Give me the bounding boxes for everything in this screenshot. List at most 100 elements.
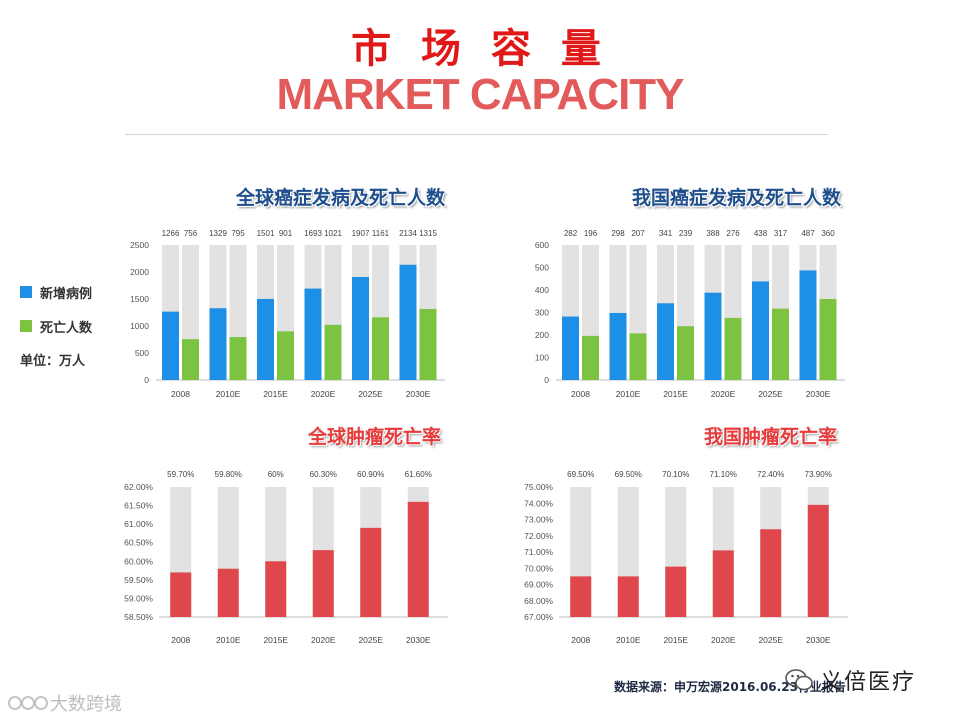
data-label: 61.60% [405, 470, 432, 479]
legend-swatch-green [20, 320, 32, 332]
data-label: 1161 [372, 229, 390, 238]
x-tick-label: 2030E [806, 389, 831, 399]
bar-new-cases [799, 270, 817, 380]
x-tick-label: 2010E [216, 635, 241, 645]
legend-swatch-blue [20, 286, 32, 298]
bar-deaths [772, 308, 789, 380]
bar-deaths [582, 335, 599, 380]
bar-deaths [229, 337, 247, 380]
x-tick-label: 2025E [758, 635, 783, 645]
data-label: 438 [754, 229, 768, 238]
y-tick-label: 2000 [130, 267, 149, 277]
bar-mortality-rate [760, 529, 782, 617]
x-tick-label: 2020E [311, 635, 336, 645]
bar-deaths [324, 324, 342, 380]
bar-deaths [724, 317, 742, 380]
y-tick-label: 59.00% [124, 593, 153, 603]
y-tick-label: 500 [535, 263, 549, 273]
y-tick-label: 73.00% [524, 515, 553, 525]
legend-item-deaths: 死亡人数 [20, 316, 130, 336]
data-label: 196 [584, 229, 598, 238]
data-label: 207 [631, 229, 645, 238]
y-tick-label: 500 [135, 348, 149, 358]
chart-china-mortality: 75.00% 74.00% 73.00% 72.00% 71.00% 70.00% 69.0… [524, 470, 848, 645]
bar-new-cases [257, 298, 274, 380]
data-label: 756 [184, 229, 198, 238]
data-label: 60% [268, 470, 284, 479]
y-tick-label: 0 [144, 375, 149, 385]
title-divider [125, 134, 828, 135]
data-label: 1501 [257, 229, 275, 238]
x-tick-label: 2008 [171, 635, 190, 645]
bar-mortality-rate [265, 561, 287, 617]
data-label: 298 [611, 229, 625, 238]
bar-mortality-rate [617, 576, 639, 617]
bar-mortality-rate [312, 550, 334, 617]
bar-deaths [277, 331, 294, 380]
x-tick-label: 2010E [616, 635, 641, 645]
chart-global-cases: 2500 2000 1500 1000 500 0 1266 756 2008 1329 795 20… [130, 229, 445, 399]
page-title-en: MARKET CAPACITY [276, 70, 684, 119]
bar-mortality-rate [807, 504, 829, 617]
y-tick-label: 200 [535, 330, 549, 340]
data-label: 60.30% [310, 470, 337, 479]
bar-new-cases [352, 277, 369, 380]
bar-new-cases [752, 281, 769, 380]
bar-new-cases [609, 312, 627, 380]
data-label: 1329 [209, 229, 227, 238]
x-tick-label: 2030E [806, 635, 831, 645]
data-label: 69.50% [567, 470, 594, 479]
chart-global-mortality: 62.00% 61.50% 61.00% 60.50% 60.00% 59.50% 59.0… [124, 470, 448, 645]
y-tick-label: 58.50% [124, 612, 153, 622]
data-label: 239 [679, 229, 693, 238]
bar-mortality-rate [712, 550, 734, 617]
data-label: 388 [706, 229, 720, 238]
y-tick-label: 70.00% [524, 563, 553, 573]
data-label: 71.10% [710, 470, 737, 479]
x-tick-label: 2025E [758, 389, 783, 399]
data-label: 487 [801, 229, 815, 238]
data-label: 341 [659, 229, 673, 238]
chart-title-china-cases: 我国癌症发病及死亡人数 [632, 187, 842, 209]
y-tick-label: 62.00% [124, 482, 153, 492]
x-tick-label: 2020E [711, 389, 736, 399]
data-label: 360 [821, 229, 835, 238]
y-tick-label: 74.00% [524, 498, 553, 508]
bar-new-cases [304, 288, 322, 380]
bar-mortality-rate [665, 566, 687, 617]
chart-title-global-mortality: 全球肿瘤死亡率 [308, 426, 442, 448]
y-tick-label: 2500 [130, 240, 149, 250]
x-tick-label: 2010E [216, 389, 241, 399]
bar-mortality-rate [360, 527, 382, 617]
data-label: 1021 [324, 229, 342, 238]
y-tick-label: 61.00% [124, 519, 153, 529]
x-tick-label: 2025E [358, 635, 383, 645]
data-label: 1907 [352, 229, 370, 238]
x-tick-label: 2025E [358, 389, 383, 399]
unit-label: 单位：万人 [20, 354, 86, 369]
data-label: 795 [231, 229, 245, 238]
y-tick-label: 300 [535, 308, 549, 318]
x-tick-label: 2020E [711, 635, 736, 645]
bar-deaths [629, 333, 647, 380]
y-tick-label: 59.50% [124, 575, 153, 585]
y-tick-label: 71.00% [524, 547, 553, 557]
chart-china-cases: 600 500 400 300 200 100 0 282 196 2008 298 207 2010E… [535, 229, 845, 399]
x-tick-label: 2008 [571, 389, 590, 399]
bar-new-cases [562, 316, 579, 380]
bar-mortality-rate [170, 572, 192, 617]
data-label: 1315 [419, 229, 437, 238]
watermark-text: 大数跨境 [50, 694, 122, 715]
data-label: 69.50% [615, 470, 642, 479]
bar-deaths [819, 299, 837, 380]
x-tick-label: 2010E [616, 389, 641, 399]
bar-new-cases [704, 292, 722, 380]
bar-new-cases [209, 308, 227, 380]
x-tick-label: 2008 [171, 389, 190, 399]
bar-mortality-rate [407, 501, 429, 617]
data-label: 276 [726, 229, 740, 238]
x-tick-label: 2030E [406, 389, 431, 399]
data-label: 1693 [304, 229, 322, 238]
x-tick-label: 2020E [311, 389, 336, 399]
page-title-cn: 市 场 容 量 [351, 26, 609, 72]
